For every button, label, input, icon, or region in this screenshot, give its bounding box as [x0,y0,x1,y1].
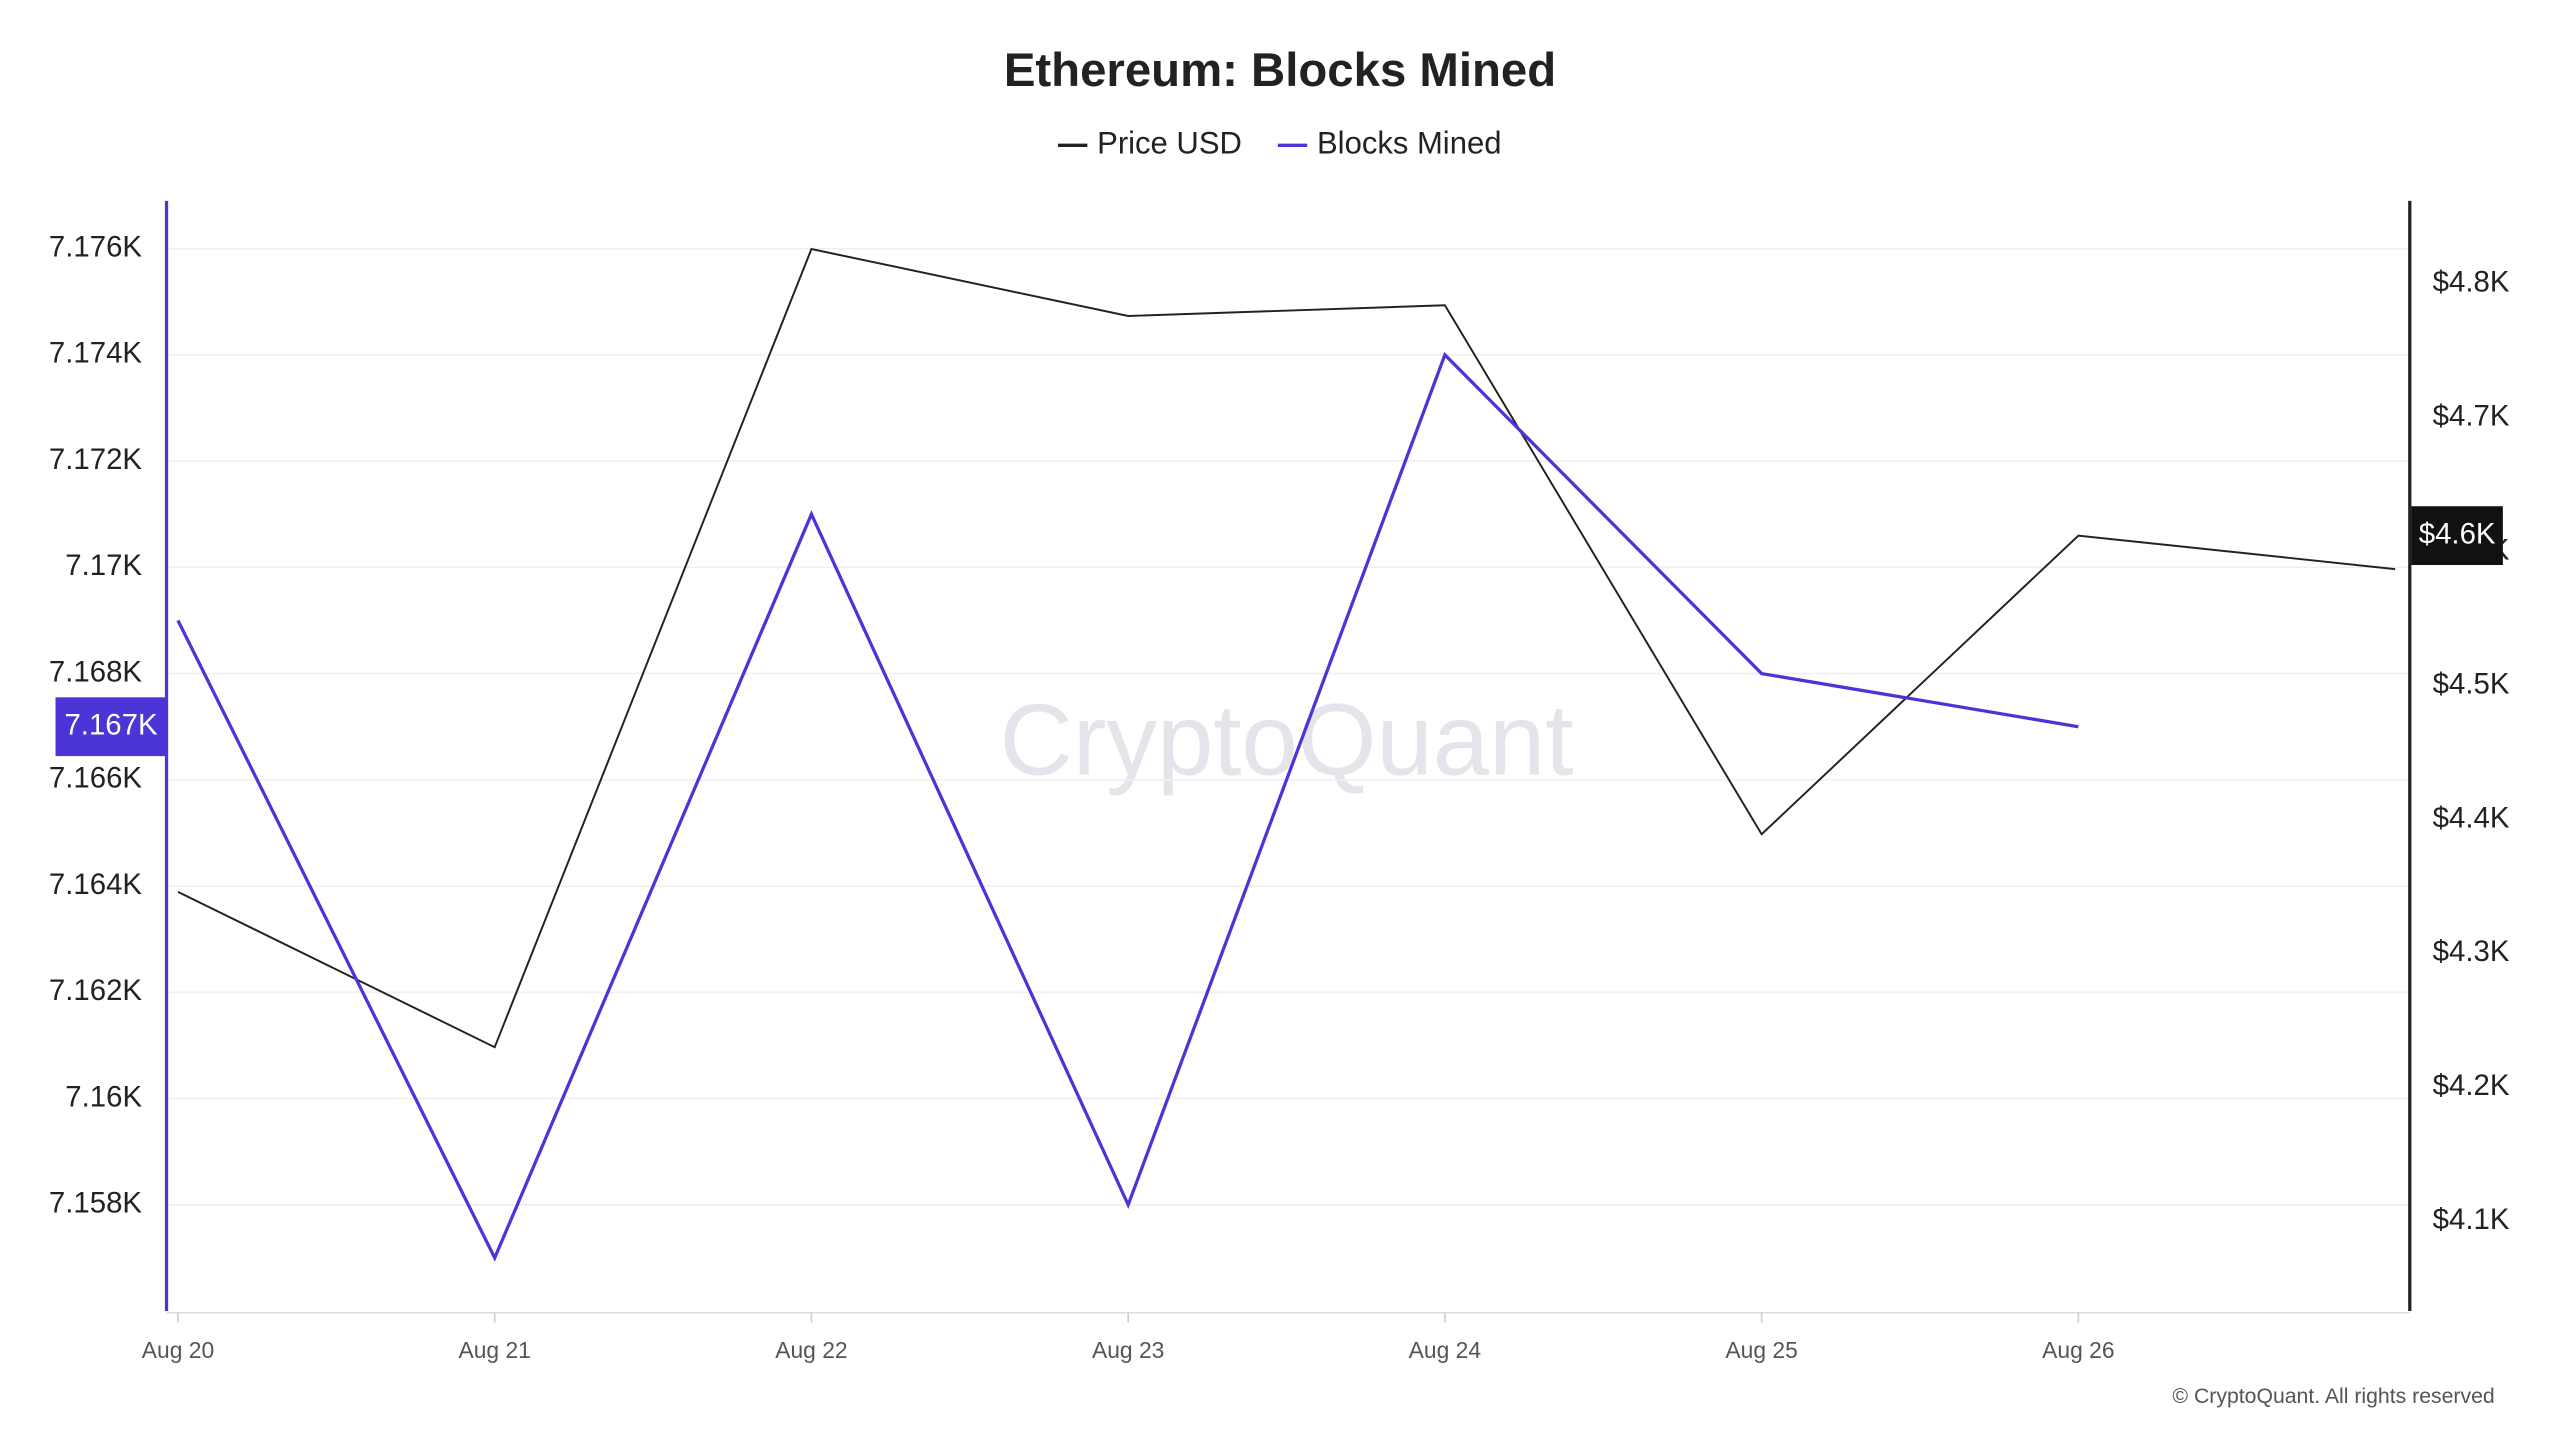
y-tick-label: 7.176K [49,230,143,263]
y2-marker-box [2411,506,2503,566]
y2-tick-label: $4.2K [2433,1069,2510,1102]
x-tick-label: Aug 24 [1409,1337,1482,1363]
chart-title: Ethereum: Blocks Mined [1004,44,1556,97]
y2-tick-label: $4.3K [2433,935,2510,968]
x-tick-label: Aug 25 [1725,1337,1797,1363]
y-tick-label: 7.164K [49,868,143,901]
legend-label: Blocks Mined [1317,125,1501,160]
series-line [176,351,2079,1262]
y-marker-label: 7.167K [64,708,158,741]
y2-marker-label: $4.6K [2419,517,2496,550]
y2-tick-label: $4.4K [2433,801,2510,834]
y-tick-label: 7.168K [49,655,143,688]
y-tick-label: 7.16K [65,1080,142,1113]
y-tick-label: 7.172K [49,443,143,476]
y-tick-label: 7.17K [65,549,142,582]
y2-tick-label: $4.5K [2433,667,2510,700]
x-tick-label: Aug 22 [775,1337,847,1363]
y2-tick-label: $4.1K [2433,1203,2510,1236]
x-tick-label: Aug 21 [458,1337,530,1363]
series-line [177,247,2396,1049]
y-tick-label: 7.166K [49,762,143,795]
legend-label: Price USD [1097,125,1242,160]
y-tick-label: 7.174K [49,337,143,370]
footer: © CryptoQuant. All rights reserved [2172,1385,2494,1408]
y2-tick-label: $4.7K [2433,400,2510,433]
y-marker-box [55,697,167,757]
x-tick-label: Aug 26 [2042,1337,2114,1363]
x-tick-label: Aug 20 [142,1337,214,1363]
y-tick-label: 7.162K [49,974,143,1007]
y-tick-label: 7.158K [49,1187,143,1220]
y2-tick-label: $4.8K [2433,266,2510,299]
x-tick-label: Aug 23 [1092,1337,1164,1363]
